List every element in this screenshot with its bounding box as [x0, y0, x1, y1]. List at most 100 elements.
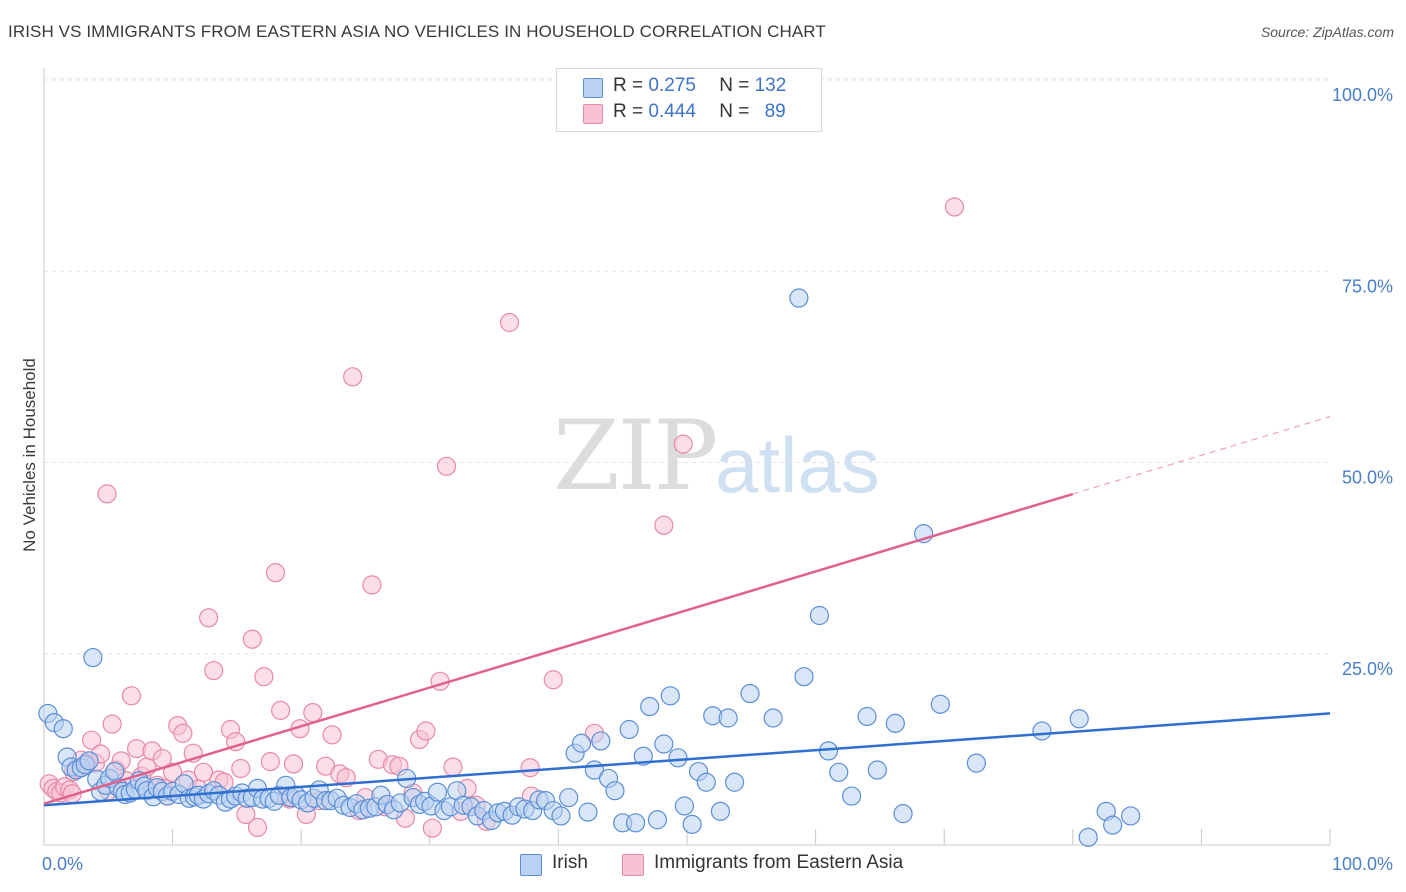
- asia-point-51: [303, 703, 323, 723]
- irish-point-110: [682, 814, 702, 834]
- irish-point-120: [794, 667, 814, 687]
- chart-title: IRISH VS IMMIGRANTS FROM EASTERN ASIA NO…: [8, 22, 826, 41]
- asia-point-26: [163, 762, 183, 782]
- irish-point-125: [857, 706, 877, 727]
- asia-point-42: [247, 817, 268, 838]
- asia-point-77: [520, 758, 540, 778]
- asia-point-54: [322, 725, 342, 745]
- bottom-legend-label-irish: Irish: [552, 852, 588, 873]
- asia-point-68: [416, 721, 436, 741]
- irish-point-131: [966, 753, 986, 773]
- asia-point-34: [204, 660, 224, 681]
- asia-point-60: [362, 575, 382, 595]
- legend-asia-r-label: R =: [613, 101, 649, 122]
- asia-point-45: [265, 563, 286, 583]
- irish-point-106: [654, 734, 674, 754]
- irish-point-8: [79, 751, 99, 771]
- trend-line-asia-extension: [1072, 416, 1331, 495]
- irish-point-103: [633, 746, 653, 766]
- irish-point-133: [1069, 709, 1089, 729]
- irish-point-127: [885, 713, 905, 733]
- legend-asia-n-value: 89: [764, 101, 786, 122]
- y-tick-label-2: 75.0%: [1342, 276, 1393, 296]
- x-tick-label-1: 100.0%: [1332, 854, 1393, 874]
- irish-point-14: [105, 761, 125, 782]
- irish-point-2: [53, 719, 73, 739]
- y-tick-label-1: 50.0%: [1342, 468, 1393, 488]
- asia-point-32: [193, 762, 214, 782]
- irish-point-132: [1032, 721, 1052, 741]
- irish-point-118: [763, 708, 783, 728]
- asia-point-78: [543, 670, 563, 690]
- asia-point-57: [343, 367, 363, 387]
- irish-point-130: [930, 694, 950, 714]
- irish-point-73: [427, 782, 448, 802]
- irish-point-9: [83, 647, 103, 668]
- asia-point-69: [422, 818, 442, 838]
- series-asia-points: [39, 197, 965, 838]
- irish-point-104: [640, 696, 660, 717]
- irish-point-105: [647, 810, 668, 830]
- asia-point-76: [499, 312, 520, 333]
- asia-point-44: [260, 752, 280, 772]
- irish-point-114: [710, 801, 731, 821]
- bottom-legend-swatch-irish: [520, 854, 542, 876]
- asia-point-41: [242, 629, 262, 649]
- asia-point-82: [944, 197, 965, 217]
- irish-point-107: [660, 686, 680, 706]
- irish-point-116: [724, 772, 745, 792]
- grid-lines: [44, 77, 1330, 655]
- legend-asia-n-label: N =: [719, 101, 755, 122]
- asia-point-48: [283, 754, 304, 774]
- irish-point-115: [718, 708, 738, 728]
- asia-point-81: [673, 434, 693, 454]
- irish-point-108: [668, 748, 688, 768]
- asia-point-46: [271, 700, 291, 720]
- irish-point-101: [619, 719, 639, 740]
- irish-point-91: [551, 806, 571, 826]
- x-tick-label-0: 0.0%: [42, 854, 83, 874]
- bottom-legend-swatch-asia: [622, 854, 644, 876]
- irish-point-123: [829, 762, 849, 782]
- irish-point-136: [1103, 815, 1123, 835]
- trend-line-irish: [43, 712, 1331, 807]
- trend-line-asia: [43, 492, 1074, 805]
- series-irish-points: [38, 288, 1141, 847]
- asia-point-39: [231, 758, 251, 779]
- asia-point-72: [443, 757, 463, 777]
- legend-asia-r-value: 0.444: [648, 101, 696, 122]
- irish-point-117: [740, 683, 760, 704]
- x-tick-labels: 0.0% 100.0%: [42, 854, 1393, 874]
- irish-point-134: [1078, 827, 1098, 847]
- legend: R = 0.275 N = 132 R = 0.444 N = 89: [556, 68, 822, 132]
- legend-irish-n-value: 132: [754, 75, 787, 96]
- irish-point-99: [605, 781, 625, 801]
- asia-point-13: [97, 484, 117, 504]
- y-tick-label-0: 25.0%: [1342, 659, 1393, 679]
- source-credit: Source: ZipAtlas.com: [1260, 24, 1394, 40]
- asia-point-10: [81, 730, 102, 750]
- irish-point-102: [625, 813, 646, 833]
- irish-point-95: [578, 802, 598, 822]
- asia-point-80: [654, 515, 674, 535]
- irish-point-126: [867, 760, 887, 780]
- irish-point-94: [571, 733, 592, 753]
- y-tick-label-3: 100.0%: [1332, 85, 1393, 105]
- irish-point-109: [674, 796, 695, 816]
- y-axis-label: No Vehicles in Household: [20, 358, 39, 552]
- asia-point-71: [436, 456, 457, 476]
- asia-point-33: [199, 608, 219, 628]
- irish-point-137: [1121, 806, 1141, 826]
- irish-point-124: [842, 786, 862, 806]
- legend-irish-r-label: R =: [613, 75, 649, 96]
- watermark-atlas: atlas: [715, 421, 880, 509]
- asia-point-28: [173, 723, 193, 743]
- bottom-legend-label-asia: Immigrants from Eastern Asia: [654, 852, 904, 873]
- irish-point-121: [809, 605, 830, 626]
- legend-swatch-asia: [583, 104, 603, 124]
- legend-swatch-irish: [583, 78, 603, 98]
- trend-lines: [43, 416, 1331, 807]
- asia-point-43: [254, 667, 274, 687]
- legend-irish-n-label: N =: [719, 75, 755, 96]
